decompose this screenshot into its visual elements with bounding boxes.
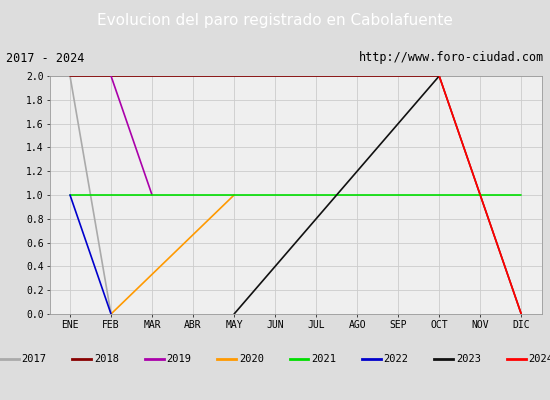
- Text: 2021: 2021: [311, 354, 336, 364]
- Text: 2024: 2024: [529, 354, 550, 364]
- Text: 2017 - 2024: 2017 - 2024: [6, 52, 84, 64]
- Text: 2020: 2020: [239, 354, 264, 364]
- Text: Evolucion del paro registrado en Cabolafuente: Evolucion del paro registrado en Cabolaf…: [97, 14, 453, 28]
- Text: 2018: 2018: [94, 354, 119, 364]
- Text: http://www.foro-ciudad.com: http://www.foro-ciudad.com: [359, 52, 544, 64]
- Text: 2023: 2023: [456, 354, 481, 364]
- Text: 2019: 2019: [167, 354, 191, 364]
- Text: 2017: 2017: [21, 354, 47, 364]
- Text: 2022: 2022: [383, 354, 409, 364]
